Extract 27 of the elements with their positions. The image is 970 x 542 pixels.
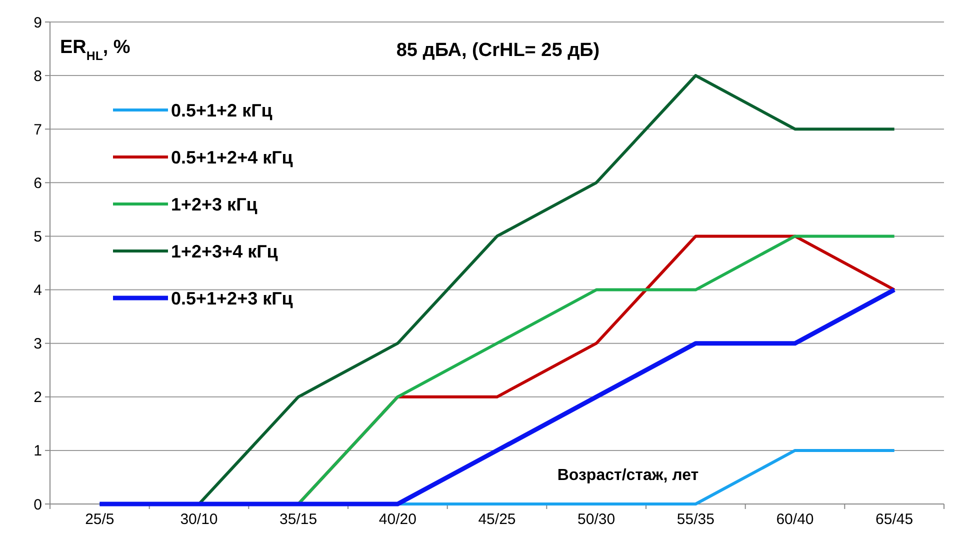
x-tick-label: 35/15 — [280, 511, 318, 528]
y-tick-label: 7 — [34, 121, 42, 138]
x-axis-title: Возраст/стаж, лет — [557, 467, 699, 484]
x-tick-label: 30/10 — [180, 511, 218, 528]
x-tick-label: 50/30 — [578, 511, 616, 528]
y-tick-label: 9 — [34, 14, 42, 32]
legend-label: 0.5+1+2+3 кГц — [171, 288, 293, 308]
x-tick-label: 60/40 — [776, 511, 814, 528]
y-axis-title: ER$_{HL}$, % — [60, 37, 130, 63]
y-tick-label: 3 — [34, 336, 42, 353]
x-tick-label: 25/5 — [85, 511, 114, 528]
legend-label: 0.5+1+2 кГц — [171, 100, 272, 120]
x-tick-label: 55/35 — [676, 511, 714, 528]
y-tick-label: 2 — [34, 389, 42, 406]
y-tick-label: 6 — [34, 174, 42, 192]
y-tick-label: 1 — [34, 442, 42, 460]
x-tick-label: 40/20 — [378, 511, 416, 528]
y-tick-label: 0 — [34, 496, 42, 514]
legend-label: 1+2+3 кГц — [171, 194, 258, 214]
x-tick-label: 65/45 — [876, 511, 914, 528]
legend-label: 1+2+3+4 кГц — [171, 241, 278, 262]
y-tick-label: 4 — [34, 282, 42, 300]
x-tick-label: 45/25 — [478, 511, 516, 528]
text: 85 дБА, (CrHL= 25 дБ) — [396, 40, 600, 61]
y-tick-label: 8 — [34, 68, 42, 85]
legend-label: 0.5+1+2+4 кГц — [171, 147, 293, 168]
y-tick-label: 5 — [34, 228, 42, 246]
